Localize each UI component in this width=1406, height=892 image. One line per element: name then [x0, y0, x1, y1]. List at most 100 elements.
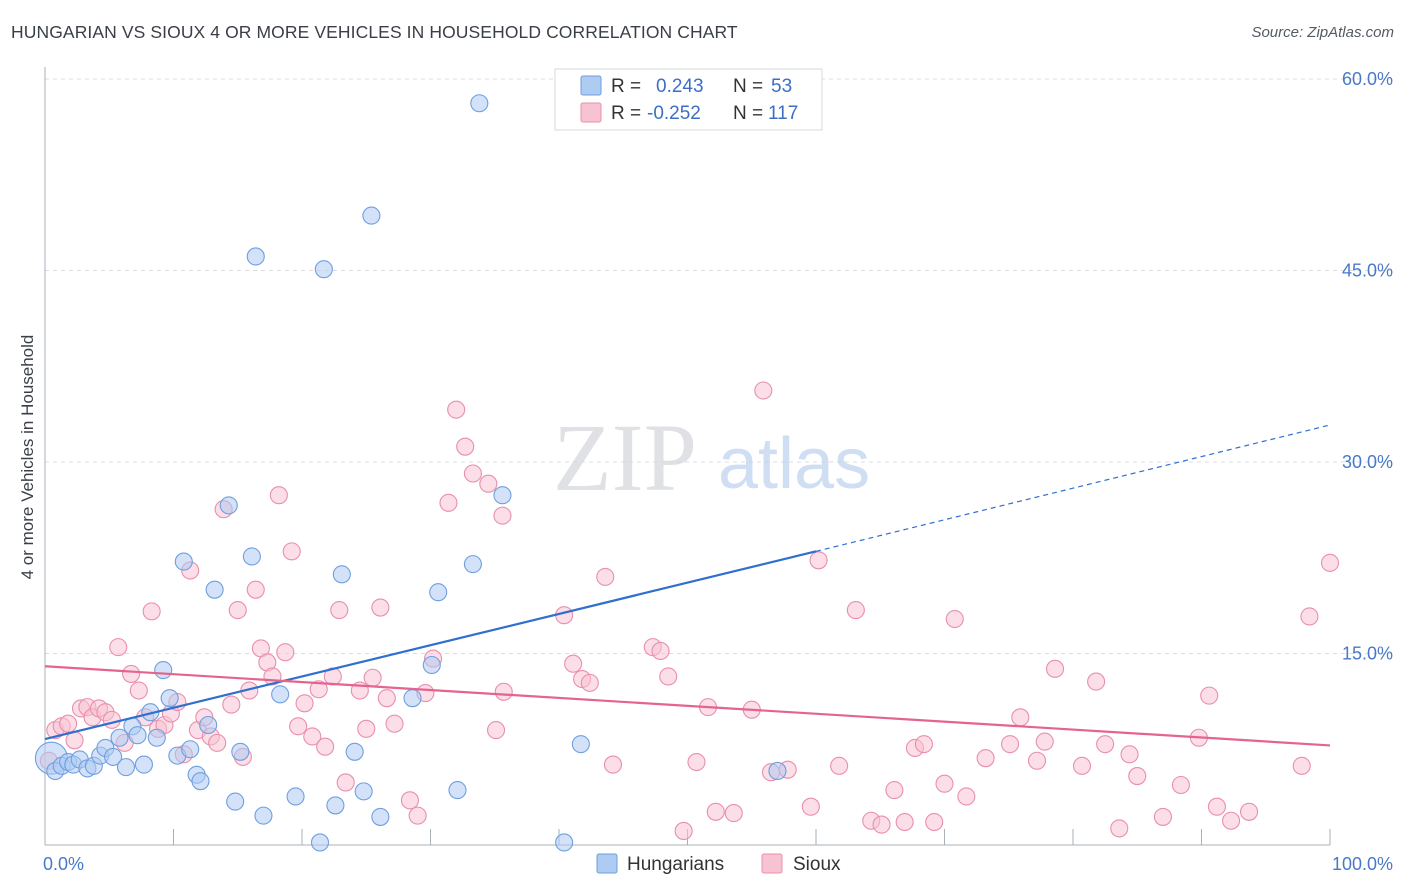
sioux-point	[289, 717, 308, 736]
sioux-point	[976, 749, 995, 768]
hungarian-point	[286, 787, 305, 806]
sioux-point	[309, 680, 328, 699]
hungarian-point	[463, 555, 482, 574]
sioux-point	[957, 787, 976, 806]
sioux-point	[246, 580, 265, 599]
chart-title: HUNGARIAN VS SIOUX 4 OR MORE VEHICLES IN…	[11, 22, 738, 42]
hungarian-point	[174, 552, 193, 571]
sioux-point	[895, 812, 914, 832]
hungarian-point	[310, 833, 330, 852]
legend-n-value-2: 117	[768, 103, 798, 124]
legend-r-value-1: 0.243	[656, 76, 704, 97]
hungarian-point	[104, 747, 123, 766]
hungarian-point	[116, 758, 136, 777]
bottom-legend-swatch-hungarians	[596, 853, 618, 874]
hungarians-trend-extension	[815, 424, 1331, 552]
hungarian-point	[181, 740, 200, 759]
sioux-point	[945, 609, 964, 629]
hungarian-point	[354, 782, 373, 801]
hungarian-point	[555, 833, 574, 852]
sioux-point	[385, 714, 404, 733]
x-tick-label-max: 100.0%	[1332, 854, 1393, 874]
sioux-point	[580, 673, 599, 692]
sioux-point	[830, 756, 849, 775]
sioux-point	[269, 486, 288, 505]
sioux-point	[282, 542, 301, 561]
sioux-point	[1222, 811, 1241, 830]
sioux-point	[1011, 708, 1030, 727]
sioux-point	[1096, 735, 1115, 754]
legend-n-label-1: N =	[733, 76, 763, 97]
sioux-point	[603, 755, 623, 774]
hungarian-point	[314, 260, 333, 279]
hungarian-point	[154, 661, 173, 680]
sioux-point	[486, 721, 506, 740]
sioux-point	[687, 752, 706, 772]
sioux-point	[363, 668, 382, 687]
hungarian-point	[254, 806, 273, 825]
sioux-point	[408, 806, 427, 825]
hungarian-point	[429, 583, 448, 602]
sioux-point	[1239, 802, 1259, 821]
sioux-point	[706, 802, 725, 821]
sioux-point	[724, 804, 743, 823]
y-tick-label: 60.0%	[1342, 69, 1393, 89]
legend-n-label-2: N =	[733, 103, 763, 124]
sioux-point	[935, 774, 954, 793]
sioux-point	[316, 737, 335, 756]
hungarian-point	[110, 728, 129, 747]
sioux-point	[109, 638, 128, 657]
sioux-point	[1292, 756, 1311, 775]
legend-r-value-2: -0.252	[647, 103, 701, 124]
legend-r-label-2: R =	[611, 103, 641, 124]
legend-r-label-1: R =	[611, 76, 641, 97]
hungarian-point	[345, 742, 364, 761]
hungarian-point	[160, 689, 179, 708]
sioux-points	[39, 381, 1340, 841]
hungarian-point	[493, 486, 512, 505]
sioux-point	[357, 719, 376, 738]
sioux-point	[1110, 819, 1129, 838]
series-legend: Hungarians Sioux	[596, 853, 841, 875]
legend-n-value-1: 53	[771, 76, 792, 97]
sioux-point	[872, 815, 891, 834]
hungarian-point	[271, 685, 290, 704]
sioux-point	[809, 551, 828, 570]
sioux-point	[754, 381, 773, 400]
hungarians-trend-line	[44, 550, 817, 741]
hungarian-point	[470, 94, 489, 113]
hungarian-point	[199, 715, 218, 735]
sioux-point	[1087, 672, 1106, 691]
sioux-point	[914, 735, 933, 754]
hungarian-point	[371, 807, 390, 826]
sioux-point	[208, 733, 227, 752]
sioux-point	[1000, 735, 1020, 754]
bottom-legend-swatch-sioux	[761, 853, 783, 874]
watermark-zip: ZIP	[553, 404, 697, 511]
sioux-point	[142, 602, 161, 621]
watermark-atlas: atlas	[718, 424, 870, 504]
x-tick-labels: 0.0% 100.0%	[43, 854, 1393, 874]
sioux-point	[674, 821, 693, 841]
hungarian-point	[768, 761, 787, 781]
sioux-point	[846, 601, 865, 620]
legend-swatch-sioux	[580, 102, 602, 123]
sioux-point	[336, 773, 355, 792]
y-tick-label: 15.0%	[1342, 644, 1393, 664]
legend-swatch-hungarians	[580, 75, 602, 96]
sioux-point	[596, 567, 615, 586]
sioux-point	[564, 654, 583, 673]
sioux-point	[1128, 767, 1147, 786]
sioux-point	[1320, 553, 1340, 572]
hungarian-point	[226, 792, 245, 811]
sioux-point	[659, 667, 678, 686]
hungarian-points	[34, 94, 787, 852]
hungarian-point	[191, 772, 210, 791]
y-tick-labels: 15.0% 30.0% 45.0% 60.0%	[1342, 69, 1393, 664]
sioux-point	[1120, 745, 1139, 764]
hungarian-point	[242, 547, 261, 566]
sioux-point	[1035, 732, 1054, 751]
sioux-point	[439, 493, 458, 512]
sioux-point	[330, 601, 349, 620]
